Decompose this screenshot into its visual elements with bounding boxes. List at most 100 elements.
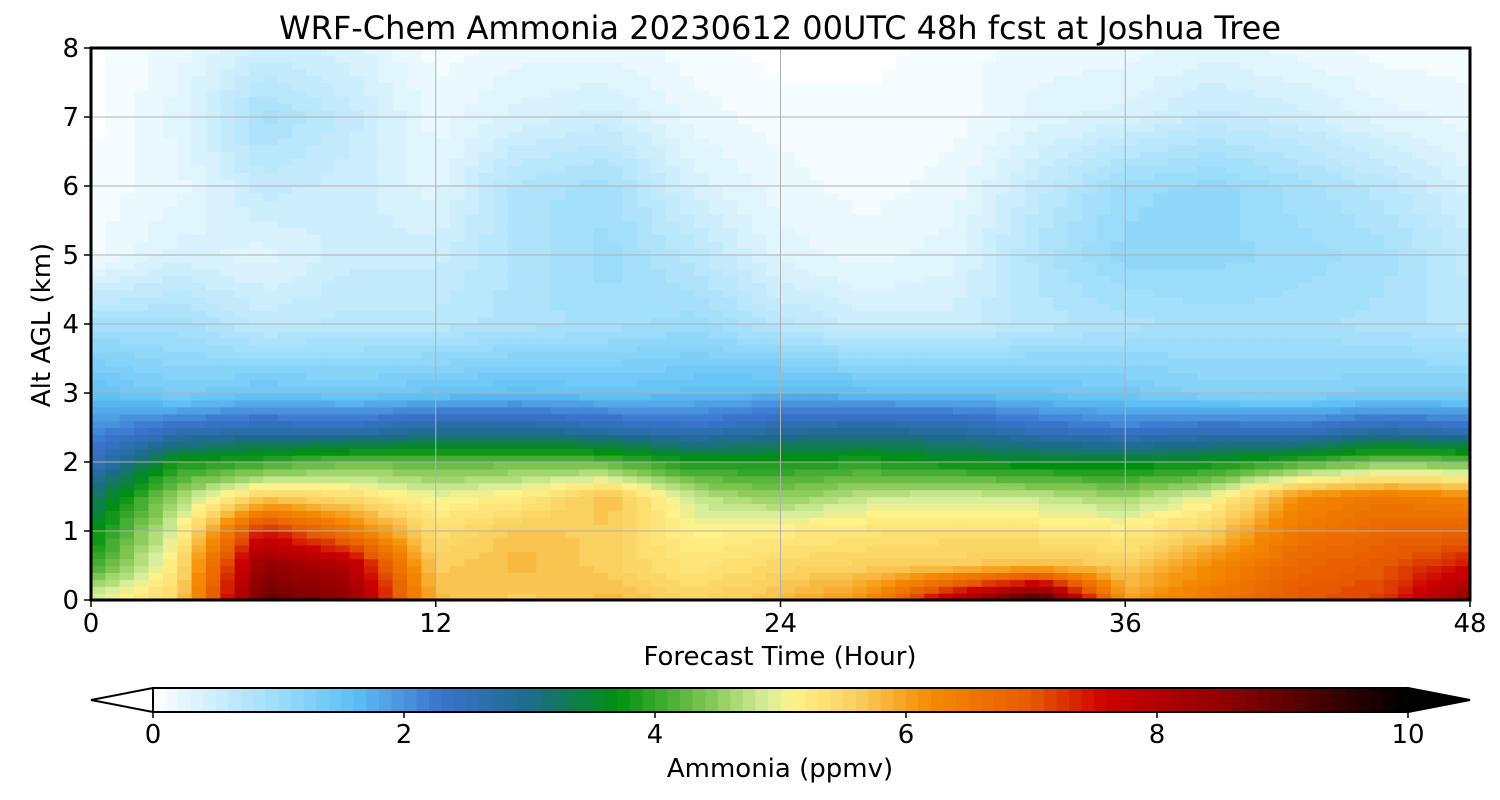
heatmap-cell (909, 551, 925, 560)
heatmap-cell (378, 179, 394, 187)
heatmap-cell (593, 517, 609, 525)
heatmap-cell (852, 544, 868, 553)
heatmap-cell (493, 379, 509, 387)
heatmap-cell (665, 455, 681, 463)
heatmap-cell (967, 537, 983, 546)
heatmap-cell (723, 289, 738, 297)
heatmap-cell (909, 510, 925, 518)
heatmap-cell (852, 213, 868, 222)
heatmap-cell (234, 61, 250, 70)
heatmap-cell (694, 544, 710, 553)
heatmap-cell (105, 441, 121, 449)
heatmap-cell (363, 586, 379, 594)
heatmap-cell (205, 413, 221, 422)
heatmap-cell (306, 572, 322, 580)
heatmap-cell (679, 151, 695, 159)
heatmap-cell (579, 110, 595, 118)
heatmap-cell (636, 351, 652, 360)
heatmap-cell (565, 75, 580, 84)
heatmap-cell (320, 406, 336, 415)
heatmap-cell (579, 420, 595, 429)
heatmap-cell (378, 517, 394, 525)
heatmap-cell (478, 427, 494, 435)
heatmap-cell (794, 565, 810, 573)
heatmap-cell (407, 275, 422, 284)
heatmap-cell (823, 393, 839, 401)
heatmap-cell (521, 103, 537, 111)
heatmap-cell (679, 206, 695, 215)
heatmap-cell (837, 524, 853, 532)
heatmap-cell (737, 82, 753, 90)
heatmap-cell (493, 186, 509, 194)
heatmap-cell (306, 537, 322, 546)
heatmap-cell (737, 330, 753, 339)
heatmap-cell (622, 337, 638, 346)
heatmap-cell (220, 165, 236, 173)
heatmap-cell (177, 151, 193, 159)
heatmap-cell (981, 441, 997, 449)
heatmap-cell (249, 61, 264, 70)
heatmap-cell (636, 565, 652, 573)
heatmap-cell (809, 61, 825, 70)
heatmap-cell (895, 103, 911, 111)
heatmap-cell (378, 420, 394, 429)
heatmap-cell (263, 455, 279, 463)
heatmap-cell (378, 192, 394, 201)
heatmap-cell (565, 151, 580, 159)
heatmap-cell (665, 475, 681, 484)
heatmap-cell (134, 289, 150, 297)
heatmap-cell (708, 48, 724, 56)
heatmap-cell (938, 82, 954, 90)
heatmap-cell (737, 158, 753, 166)
heatmap-cell (881, 386, 897, 394)
heatmap-cell (593, 448, 609, 456)
heatmap-cell (952, 110, 968, 118)
heatmap-cell (651, 54, 667, 63)
heatmap-cell (608, 220, 624, 228)
heatmap-cell (651, 268, 667, 277)
heatmap-cell (493, 255, 509, 263)
heatmap-cell (751, 441, 767, 449)
heatmap-cell (464, 241, 480, 249)
heatmap-cell (809, 151, 825, 159)
heatmap-cell (967, 310, 983, 318)
heatmap-cell (349, 282, 365, 291)
heatmap-cell (191, 482, 207, 491)
heatmap-cell (320, 123, 336, 132)
heatmap-cell (234, 172, 250, 180)
heatmap-cell (708, 330, 724, 339)
heatmap-cell (636, 261, 652, 270)
heatmap-cell (478, 372, 494, 380)
heatmap-cell (493, 586, 509, 594)
heatmap-cell (205, 406, 221, 415)
heatmap-cell (708, 510, 724, 518)
heatmap-cell (234, 351, 250, 360)
heatmap-cell (852, 330, 868, 339)
heatmap-cell (521, 427, 537, 435)
heatmap-cell (507, 317, 523, 325)
heatmap-cell (162, 586, 178, 594)
heatmap-cell (737, 220, 753, 228)
heatmap-cell (651, 565, 667, 573)
heatmap-cell (881, 593, 897, 600)
heatmap-cell (249, 137, 264, 146)
heatmap-cell (234, 572, 250, 580)
heatmap-cell (852, 593, 868, 600)
heatmap-cell (737, 206, 753, 215)
heatmap-cell (220, 579, 236, 587)
heatmap-cell (608, 448, 624, 456)
heatmap-cell (823, 524, 839, 532)
heatmap-cell (837, 517, 853, 525)
heatmap-cell (579, 579, 595, 587)
heatmap-cell (593, 455, 609, 463)
heatmap-cell (91, 462, 106, 470)
heatmap-cell (191, 48, 207, 56)
heatmap-cell (421, 123, 437, 132)
heatmap-cell (924, 54, 940, 63)
heatmap-cell (493, 503, 509, 511)
heatmap-cell (751, 531, 767, 539)
heatmap-cell (679, 386, 695, 394)
heatmap-cell (636, 448, 652, 456)
heatmap-cell (177, 482, 193, 491)
heatmap-cell (148, 48, 164, 56)
